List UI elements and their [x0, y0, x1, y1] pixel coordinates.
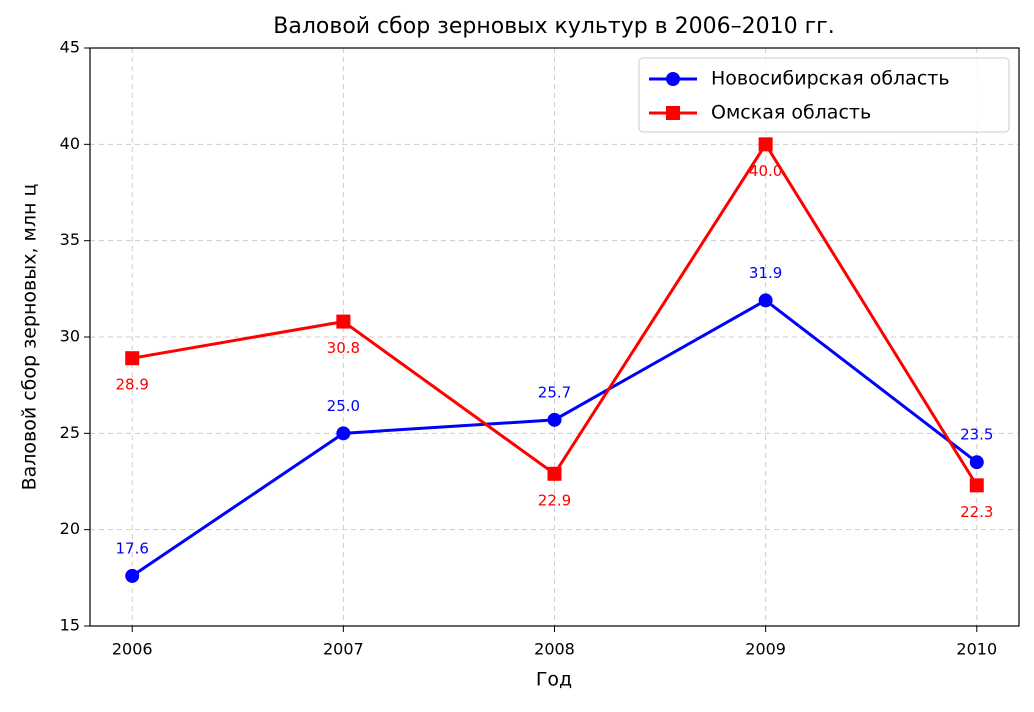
data-label: 23.5	[960, 426, 993, 444]
legend: Новосибирская область Омская область	[638, 57, 1010, 133]
y-tick-label: 45	[60, 38, 80, 57]
y-tick-label: 20	[60, 519, 80, 538]
marker	[547, 412, 562, 427]
x-tick-label: 2007	[323, 640, 364, 659]
x-tick-label: 2006	[112, 640, 153, 659]
data-label: 22.9	[538, 491, 571, 509]
data-label: 31.9	[749, 264, 782, 282]
marker	[969, 478, 984, 493]
marker	[666, 106, 680, 120]
y-tick-label: 30	[60, 327, 80, 346]
y-tick-label: 25	[60, 423, 80, 442]
x-axis-label: Год	[536, 669, 572, 691]
data-label: 22.3	[960, 503, 993, 521]
x-tick-label: 2008	[534, 640, 575, 659]
marker	[969, 455, 984, 470]
y-axis-label: Валовой сбор зерновых, млн ц	[19, 184, 41, 491]
marker	[666, 72, 680, 86]
chart-title: Валовой сбор зерновых культур в 2006–201…	[273, 14, 834, 39]
y-tick-label: 40	[60, 134, 80, 153]
marker	[125, 351, 140, 366]
data-label: 17.6	[116, 539, 149, 557]
marker	[547, 466, 562, 481]
data-label: 40.0	[749, 162, 782, 180]
legend-box	[638, 57, 1010, 133]
legend-label: Омская область	[711, 102, 871, 124]
marker	[758, 293, 773, 308]
marker	[336, 426, 351, 441]
x-tick-label: 2009	[745, 640, 786, 659]
marker	[758, 137, 773, 152]
legend-label: Новосибирская область	[711, 68, 950, 90]
data-label: 25.7	[538, 383, 571, 401]
plot-frame	[89, 47, 1020, 627]
x-tick-label: 2010	[956, 640, 997, 659]
data-label: 25.0	[327, 397, 360, 415]
data-label: 30.8	[327, 339, 360, 357]
y-tick-label: 15	[60, 616, 80, 635]
data-label: 28.9	[116, 376, 149, 394]
marker	[125, 568, 140, 583]
y-tick-label: 35	[60, 230, 80, 249]
marker	[336, 314, 351, 329]
